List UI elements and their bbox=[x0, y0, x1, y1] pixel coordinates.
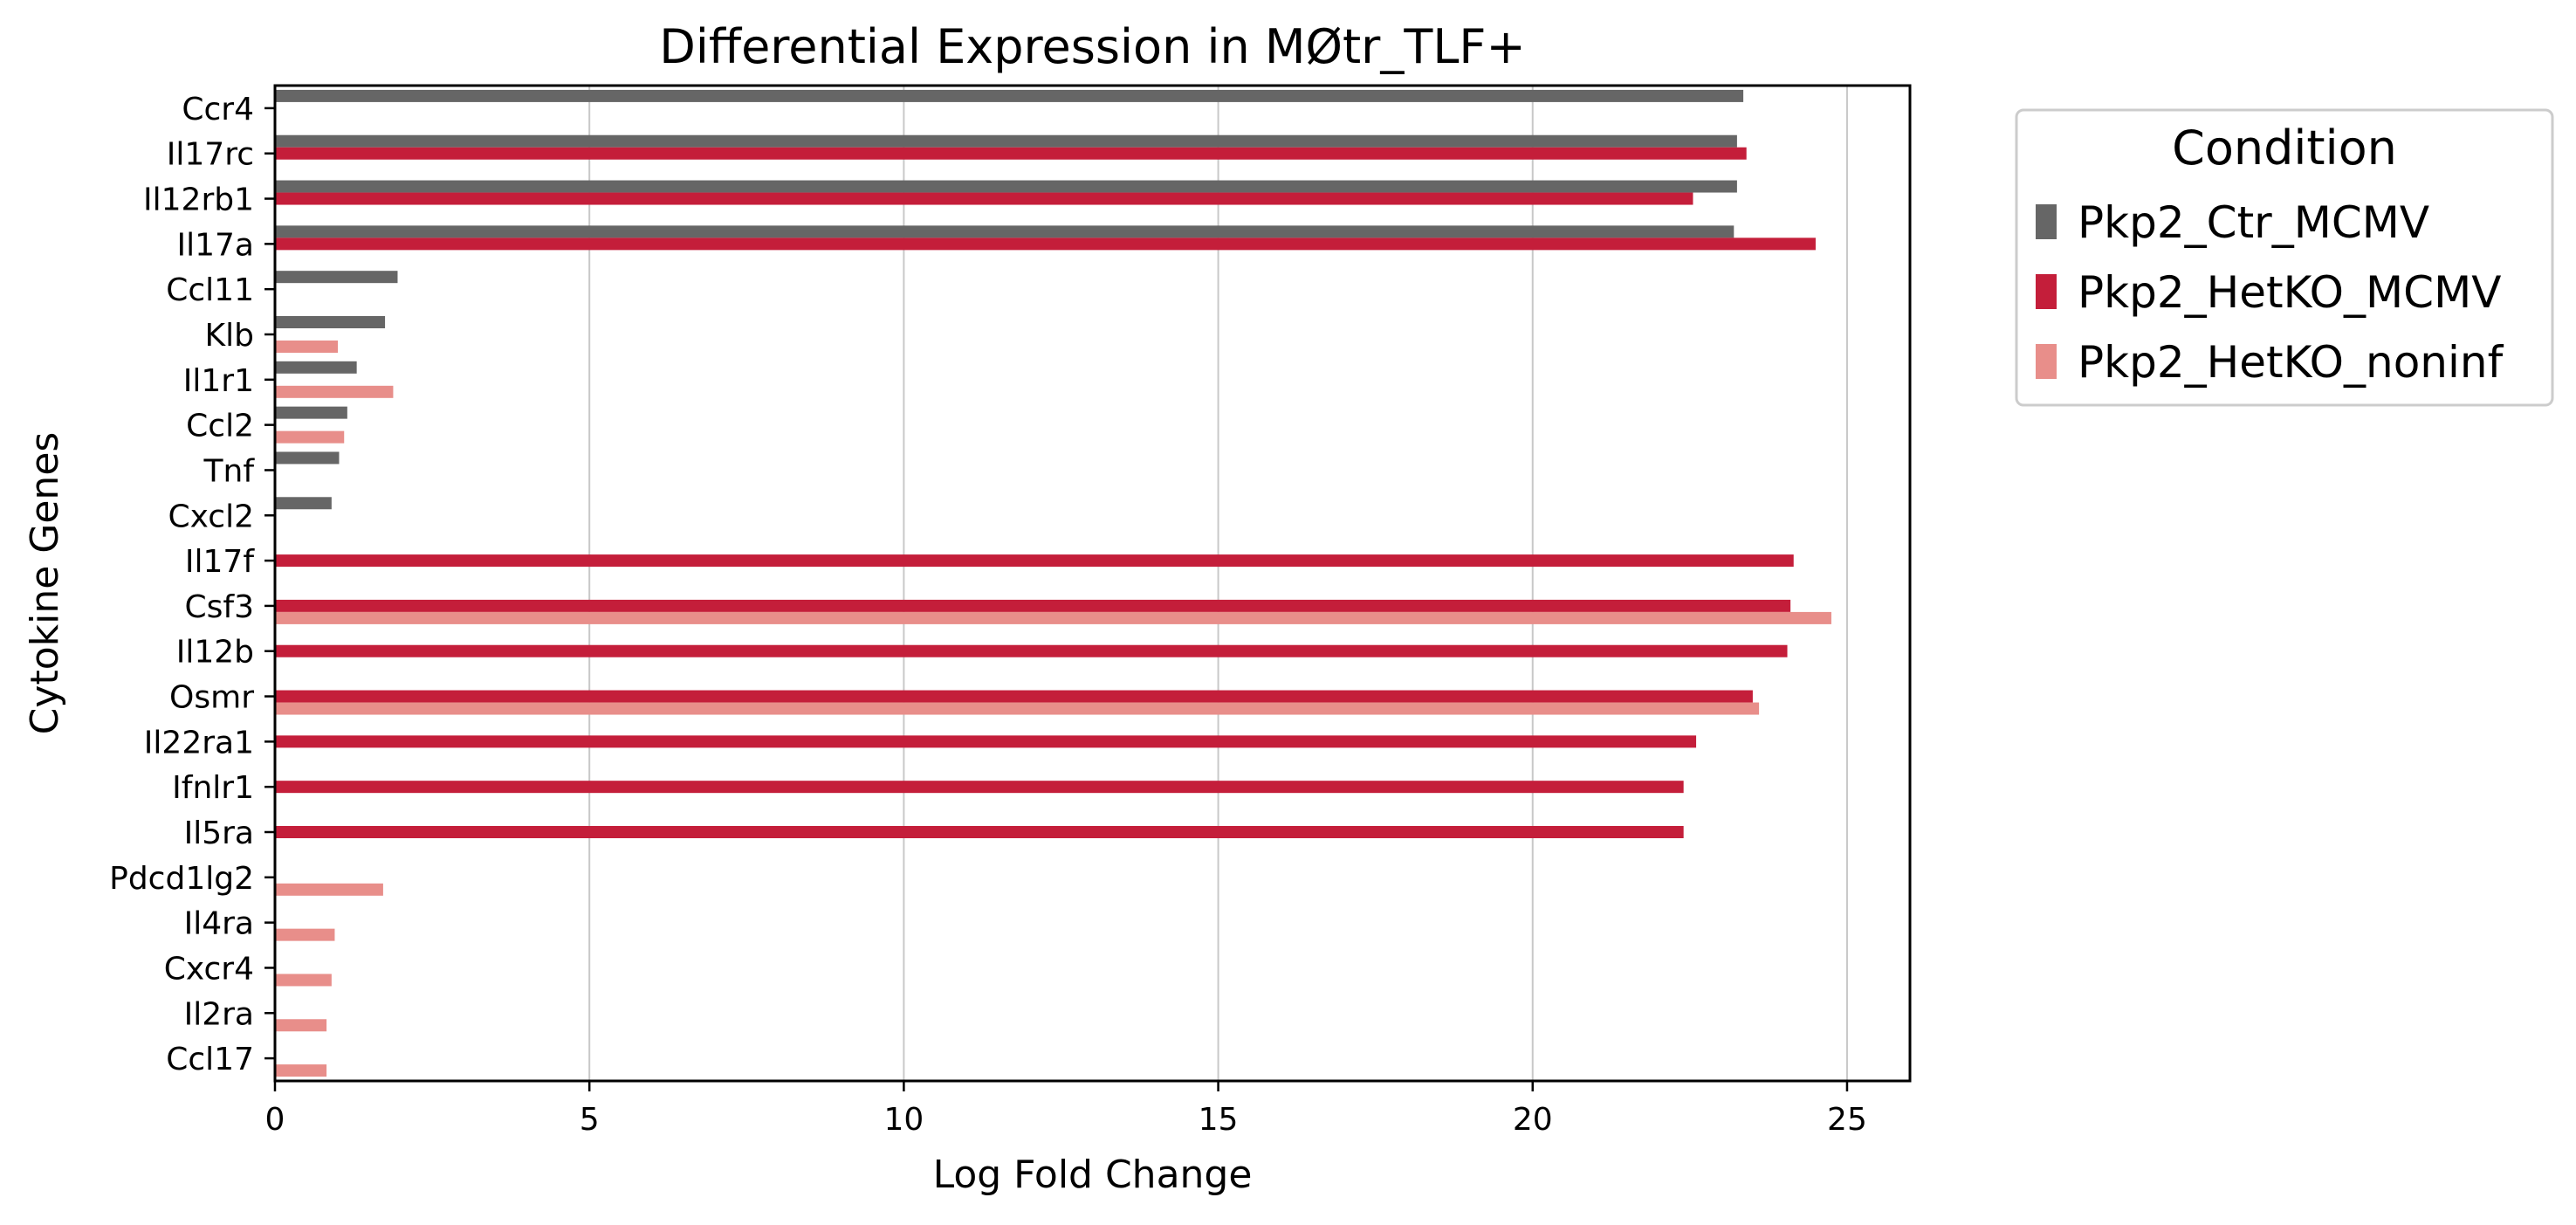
bar-Pkp2_HetKO_MCMV-Osmr bbox=[275, 690, 1753, 703]
gridlines bbox=[588, 86, 1848, 1081]
legend-swatch bbox=[2036, 344, 2057, 379]
bar-Pkp2_Ctr_MCMV-Il17rc bbox=[275, 134, 1737, 148]
y-tick-label: Il17a bbox=[177, 227, 255, 263]
y-tick-label: Il2ra bbox=[184, 996, 254, 1032]
x-tick-label: 20 bbox=[1513, 1102, 1553, 1138]
y-tick-label: Il17f bbox=[185, 544, 255, 580]
bar-Pkp2_HetKO_noninf-Il1r1 bbox=[275, 385, 394, 398]
bar-Pkp2_HetKO_MCMV-Il12b bbox=[275, 644, 1788, 657]
bar-Pkp2_HetKO_MCMV-Ifnlr1 bbox=[275, 781, 1684, 794]
bar-Pkp2_HetKO_noninf-Il2ra bbox=[275, 1019, 327, 1032]
legend-label: Pkp2_HetKO_MCMV bbox=[2078, 267, 2501, 318]
bar-Pkp2_HetKO_MCMV-Il17rc bbox=[275, 147, 1747, 160]
x-tick-label: 10 bbox=[883, 1102, 924, 1138]
y-tick-label: Csf3 bbox=[185, 589, 254, 625]
bar-Pkp2_HetKO_MCMV-Csf3 bbox=[275, 599, 1791, 612]
bar-Pkp2_HetKO_MCMV-Il5ra bbox=[275, 826, 1684, 838]
bar-Pkp2_HetKO_noninf-Cxcr4 bbox=[275, 974, 332, 987]
bar-Pkp2_HetKO_noninf-Osmr bbox=[275, 702, 1760, 715]
y-tick-label: Osmr bbox=[169, 680, 254, 716]
bar-Pkp2_HetKO_noninf-Csf3 bbox=[275, 611, 1831, 624]
bar-Pkp2_Ctr_MCMV-Il17a bbox=[275, 225, 1735, 238]
bar-Pkp2_Ctr_MCMV-Il1r1 bbox=[275, 361, 357, 374]
x-axis: 0 5 10 15 20 25 bbox=[265, 1081, 1867, 1138]
legend-label: Pkp2_HetKO_noninf bbox=[2078, 337, 2504, 388]
bar-Pkp2_Ctr_MCMV-Il12rb1 bbox=[275, 180, 1737, 193]
y-tick-label: Ifnlr1 bbox=[172, 770, 254, 806]
bar-Pkp2_HetKO_noninf-Klb bbox=[275, 341, 339, 353]
bar-Pkp2_Ctr_MCMV-Tnf bbox=[275, 451, 340, 465]
bar-Pkp2_Ctr_MCMV-Ccl11 bbox=[275, 271, 398, 284]
bar-Pkp2_HetKO_MCMV-Il17a bbox=[275, 237, 1816, 251]
y-tick-label: Il12b bbox=[176, 635, 254, 671]
legend: Condition Pkp2_Ctr_MCMVPkp2_HetKO_MCMVPk… bbox=[2015, 108, 2554, 407]
y-tick-label: Pdcd1lg2 bbox=[109, 861, 254, 897]
bar-Pkp2_Ctr_MCMV-Ccl2 bbox=[275, 406, 347, 419]
y-tick-label: Ccl2 bbox=[186, 409, 254, 444]
bar-Pkp2_HetKO_noninf-Ccl17 bbox=[275, 1064, 327, 1077]
y-tick-label: Il22ra1 bbox=[144, 725, 254, 760]
x-tick-label: 25 bbox=[1827, 1102, 1867, 1138]
bar-Pkp2_HetKO_MCMV-Il17f bbox=[275, 554, 1794, 568]
y-tick-label: Cxcl2 bbox=[168, 499, 254, 534]
bar-Pkp2_HetKO_MCMV-Il12rb1 bbox=[275, 192, 1693, 205]
y-axis: Ccr4 Il17rc Il12rb1 Il17a Ccl11 Klb Il1r1 Ccl2 T… bbox=[109, 92, 275, 1077]
legend-swatch bbox=[2036, 274, 2057, 309]
x-tick-label: 0 bbox=[265, 1102, 285, 1138]
chart-title: Differential Expression in MØtr_TLF+ bbox=[659, 19, 1525, 74]
y-tick-label: Klb bbox=[205, 318, 254, 354]
bar-Pkp2_HetKO_MCMV-Il22ra1 bbox=[275, 735, 1697, 748]
x-tick-label: 5 bbox=[580, 1102, 600, 1138]
y-tick-label: Ccl17 bbox=[166, 1042, 254, 1077]
legend-title: Condition bbox=[2172, 120, 2397, 175]
x-tick-label: 15 bbox=[1199, 1102, 1239, 1138]
bar-Pkp2_HetKO_noninf-Pdcd1lg2 bbox=[275, 883, 383, 896]
bar-Pkp2_HetKO_noninf-Ccl2 bbox=[275, 430, 345, 444]
y-tick-label: Il1r1 bbox=[183, 363, 254, 399]
y-tick-label: Ccr4 bbox=[182, 92, 254, 127]
y-tick-label: Il17rc bbox=[167, 137, 254, 173]
bar-Pkp2_Ctr_MCMV-Cxcl2 bbox=[275, 497, 332, 510]
x-axis-label: Log Fold Change bbox=[933, 1153, 1253, 1197]
y-axis-label: Cytokine Genes bbox=[23, 432, 67, 735]
y-tick-label: Ccl11 bbox=[166, 272, 254, 308]
y-tick-label: Cxcr4 bbox=[164, 951, 254, 987]
legend-items: Pkp2_Ctr_MCMV Pkp2_HetKO_MCMV Pkp2_HetKO_n… bbox=[2036, 197, 2504, 388]
legend-box bbox=[2015, 108, 2554, 407]
legend-swatch bbox=[2036, 204, 2057, 239]
bar-Pkp2_Ctr_MCMV-Klb bbox=[275, 316, 386, 328]
legend-label: Pkp2_Ctr_MCMV bbox=[2078, 197, 2429, 248]
y-tick-label: Il4ra bbox=[184, 906, 254, 942]
y-tick-label: Il12rb1 bbox=[143, 182, 254, 218]
y-tick-label: Il5ra bbox=[184, 816, 254, 851]
bar-Pkp2_Ctr_MCMV-Ccr4 bbox=[275, 89, 1744, 102]
plot-frame bbox=[273, 84, 1912, 1083]
bars bbox=[275, 89, 1831, 1077]
bar-Pkp2_HetKO_noninf-Il4ra bbox=[275, 928, 335, 941]
y-tick-label: Tnf bbox=[203, 453, 256, 489]
